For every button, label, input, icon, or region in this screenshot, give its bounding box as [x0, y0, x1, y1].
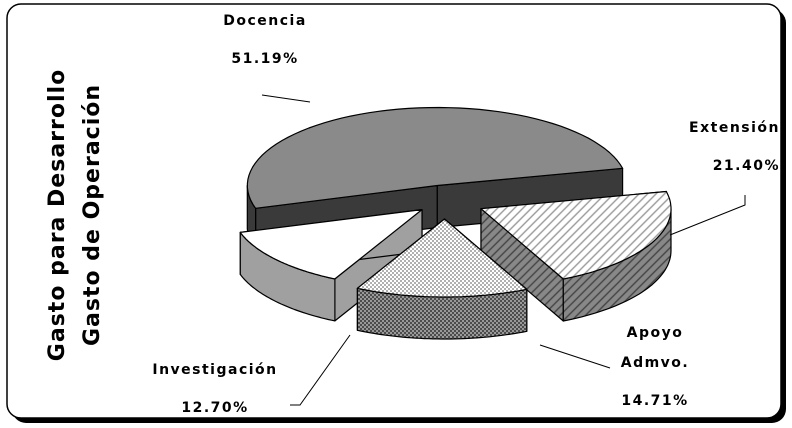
leader-line — [669, 195, 746, 236]
slice — [480, 190, 672, 322]
title: Gasto para Desarrollo — [45, 69, 70, 361]
pie — [239, 106, 672, 340]
category-label: Docencia — [223, 13, 307, 29]
slice — [356, 218, 528, 340]
label: Extensión 21.40% — [660, 113, 780, 181]
slice-top — [356, 218, 528, 298]
slice-top — [480, 190, 672, 280]
slice — [239, 209, 423, 322]
category-label: Extensión — [689, 120, 780, 136]
value-label: 12.70% — [181, 400, 249, 416]
category-label: Investigación — [152, 362, 278, 378]
leader-line — [290, 334, 351, 406]
leaders — [261, 94, 746, 406]
value-label: 14.71% — [621, 393, 689, 409]
value-label: 21.40% — [712, 158, 780, 174]
subtitle: Gasto de Operación — [80, 84, 105, 346]
label: Docencia 51.19% — [195, 6, 335, 74]
leader-line — [261, 94, 311, 103]
value-label: 51.19% — [231, 51, 299, 67]
leader-line — [539, 344, 611, 369]
slice-top — [239, 209, 423, 280]
category-label: Apoyo Admvo. — [620, 325, 690, 371]
label: Investigación 12.70% — [140, 355, 290, 423]
label: Apoyo Admvo. 14.71% — [605, 318, 705, 416]
slice-top — [246, 106, 624, 209]
